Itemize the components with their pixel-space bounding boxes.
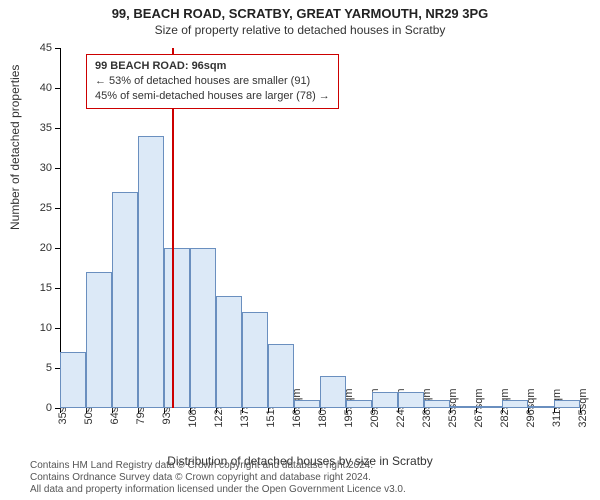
y-tick-label: 30: [40, 162, 60, 174]
histogram-bar: [216, 296, 242, 408]
histogram-bar: [242, 312, 268, 408]
histogram-bar: [398, 392, 424, 408]
x-tick-label: 282sqm: [493, 388, 511, 427]
histogram-bar: [346, 400, 372, 408]
histogram-bar: [372, 392, 398, 408]
x-tick-label: 311sqm: [545, 389, 563, 427]
histogram-bar: [164, 248, 190, 408]
histogram-bar: [502, 400, 528, 408]
chart-title: 99, BEACH ROAD, SCRATBY, GREAT YARMOUTH,…: [0, 6, 600, 21]
x-tick-label: 325sqm: [571, 388, 589, 427]
y-axis-label: Number of detached properties: [8, 65, 22, 230]
histogram-bar: [424, 400, 450, 408]
y-tick-label: 45: [40, 42, 60, 54]
plot-area: 05101520253035404535sqm50sqm64sqm79sqm93…: [60, 48, 580, 408]
histogram-bar: [112, 192, 138, 408]
histogram-bar: [138, 136, 164, 408]
histogram-bar: [476, 406, 502, 408]
y-tick-label: 40: [40, 82, 60, 94]
chart-footer: Contains HM Land Registry data © Crown c…: [30, 460, 406, 496]
y-tick-label: 25: [40, 202, 60, 214]
y-tick-label: 35: [40, 122, 60, 134]
histogram-bar: [554, 400, 580, 408]
footer-line: Contains Ordnance Survey data © Crown co…: [30, 472, 406, 484]
info-box-line: ← 53% of detached houses are smaller (91…: [95, 74, 330, 89]
histogram-bar: [450, 406, 476, 408]
y-tick-label: 20: [40, 242, 60, 254]
info-box-line: 45% of semi-detached houses are larger (…: [95, 89, 330, 104]
y-tick-label: 10: [40, 322, 60, 334]
histogram-bar: [294, 400, 320, 408]
info-box: 99 BEACH ROAD: 96sqm← 53% of detached ho…: [86, 54, 339, 109]
chart-subtitle: Size of property relative to detached ho…: [0, 23, 600, 37]
y-tick-label: 5: [46, 362, 60, 374]
y-tick-label: 15: [40, 282, 60, 294]
histogram-bar: [320, 376, 346, 408]
histogram-bar: [60, 352, 86, 408]
x-tick-label: 267sqm: [467, 388, 485, 427]
histogram-bar: [190, 248, 216, 408]
histogram-bar: [86, 272, 112, 408]
footer-line: Contains HM Land Registry data © Crown c…: [30, 460, 406, 472]
info-box-title: 99 BEACH ROAD: 96sqm: [95, 59, 330, 74]
x-tick-label: 296sqm: [519, 388, 537, 427]
x-tick-label: 253sqm: [441, 388, 459, 427]
histogram-bar: [268, 344, 294, 408]
histogram-bar: [528, 406, 554, 408]
footer-line: All data and property information licens…: [30, 484, 406, 496]
